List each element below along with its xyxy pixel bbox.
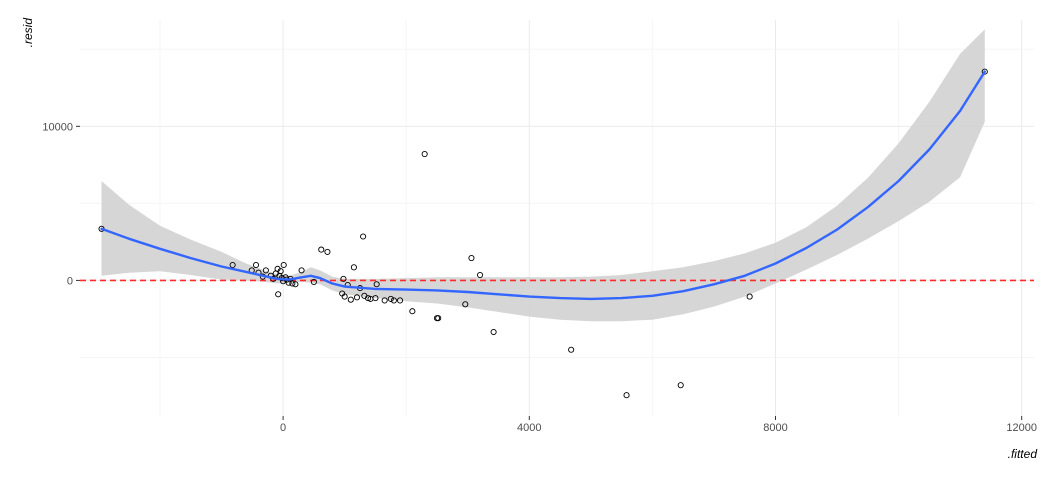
data-point (275, 291, 282, 298)
data-point (360, 233, 367, 240)
smooth-line (100, 70, 986, 301)
x-tick-labels: 0 4000 8000 12000 (280, 422, 1037, 434)
smooth-line-layer (100, 70, 986, 301)
x-axis-title: .fitted (1008, 447, 1038, 461)
data-point (280, 261, 287, 269)
axis-ticks (76, 125, 1023, 420)
data-point (292, 281, 299, 288)
data-point (409, 308, 416, 315)
y-axis-title: .resid (21, 18, 35, 48)
y-tick-label: 0 (67, 275, 73, 287)
data-point (421, 151, 428, 158)
x-tick-label: 8000 (763, 422, 787, 434)
data-point (981, 68, 988, 75)
data-point (310, 278, 317, 285)
data-point (390, 297, 397, 304)
data-point (462, 301, 469, 308)
data-point (347, 296, 354, 303)
data-point (341, 293, 348, 300)
data-point (262, 267, 269, 274)
data-point (568, 346, 575, 353)
data-point (397, 297, 404, 304)
data-point (373, 281, 380, 288)
data-point (677, 382, 684, 389)
x-tick-label: 4000 (517, 422, 541, 434)
y-tick-labels: 0 10000 (42, 121, 73, 287)
data-point (435, 315, 442, 322)
data-point (623, 392, 630, 399)
data-point (381, 297, 388, 304)
data-point (490, 328, 497, 336)
data-point (350, 264, 357, 271)
data-point (372, 295, 379, 302)
minor-gridlines (80, 20, 1034, 416)
data-point (324, 248, 331, 255)
data-point (252, 261, 260, 269)
y-tick-label: 10000 (42, 121, 73, 133)
data-point (277, 268, 284, 275)
confidence-band (101, 29, 985, 322)
data-point (289, 280, 296, 287)
data-point (468, 255, 475, 262)
data-point (353, 294, 361, 301)
data-point (477, 271, 484, 279)
data-point (364, 295, 372, 302)
confidence-band-layer (101, 29, 985, 322)
x-tick-label: 12000 (1006, 422, 1037, 434)
data-point (746, 293, 753, 300)
data-point (340, 275, 347, 282)
data-point (229, 261, 236, 269)
data-point (298, 267, 305, 274)
data-point (318, 246, 325, 253)
x-tick-label: 0 (280, 422, 286, 434)
data-point (387, 295, 394, 302)
